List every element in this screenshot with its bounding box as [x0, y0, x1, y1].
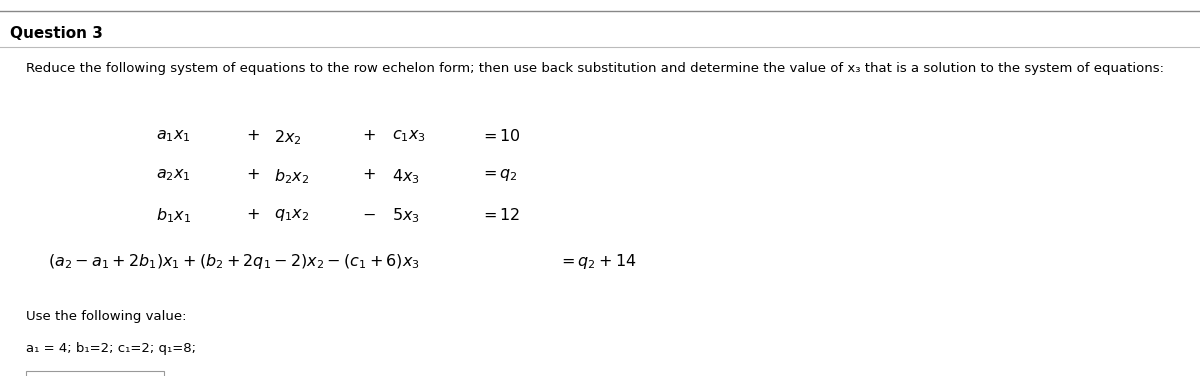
Text: $+$: $+$ — [246, 207, 259, 222]
Text: $\left(a_2-a_1+2b_1\right)x_1+\left(b_2+2q_1-2\right)x_2-\left(c_1+6\right)x_3$: $\left(a_2-a_1+2b_1\right)x_1+\left(b_2+… — [48, 252, 420, 271]
Text: $a_1x_1$: $a_1x_1$ — [156, 128, 191, 144]
Text: $= 12$: $= 12$ — [480, 207, 521, 223]
Text: $q_1x_2$: $q_1x_2$ — [274, 207, 308, 223]
Text: $= 10$: $= 10$ — [480, 128, 521, 144]
Text: $+$: $+$ — [246, 167, 259, 182]
Text: $b_2x_2$: $b_2x_2$ — [274, 167, 308, 186]
Text: a₁ = 4; b₁=2; c₁=2; q₁=8;: a₁ = 4; b₁=2; c₁=2; q₁=8; — [26, 342, 197, 355]
Text: $4x_3$: $4x_3$ — [392, 167, 420, 186]
Text: $= q_2+14$: $= q_2+14$ — [558, 252, 636, 271]
Text: $+$: $+$ — [362, 128, 376, 143]
Text: $5x_3$: $5x_3$ — [392, 207, 420, 226]
Text: $+$: $+$ — [362, 167, 376, 182]
Text: Reduce the following system of equations to the row echelon form; then use back : Reduce the following system of equations… — [26, 62, 1164, 75]
Text: $2x_2$: $2x_2$ — [274, 128, 301, 147]
Text: $= q_2$: $= q_2$ — [480, 167, 517, 183]
Text: $b_1x_1$: $b_1x_1$ — [156, 207, 191, 226]
Text: $a_2x_1$: $a_2x_1$ — [156, 167, 191, 183]
Text: Use the following value:: Use the following value: — [26, 310, 187, 323]
Text: $c_1x_3$: $c_1x_3$ — [392, 128, 426, 144]
Text: Question 3: Question 3 — [10, 26, 102, 41]
Text: $-$: $-$ — [362, 207, 376, 222]
FancyBboxPatch shape — [26, 371, 164, 376]
Text: $+$: $+$ — [246, 128, 259, 143]
